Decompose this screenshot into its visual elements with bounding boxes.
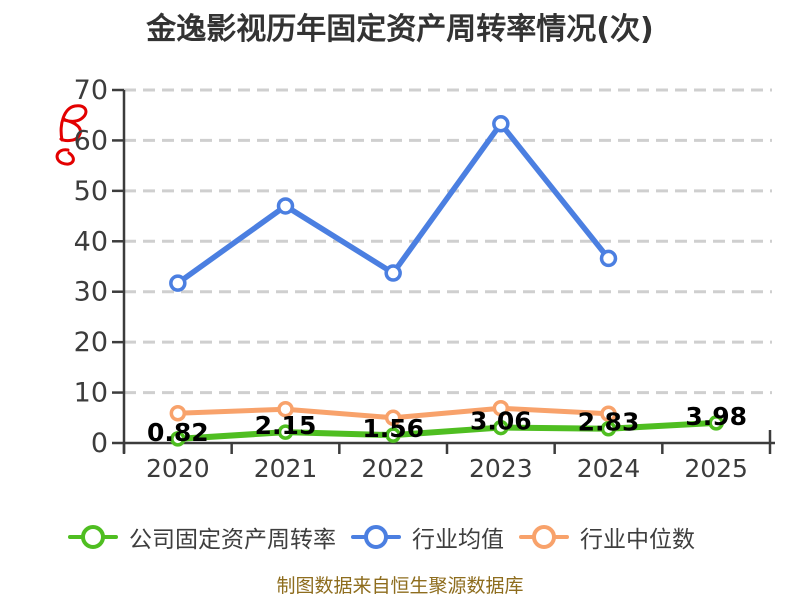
data-label: 3.98 xyxy=(685,402,747,431)
y-tick-label: 70 xyxy=(74,75,108,106)
legend-label-industry-median: 行业中位数 xyxy=(580,527,695,553)
legend: 公司固定资产周转率 行业均值 行业中位数 xyxy=(68,520,695,554)
data-point xyxy=(600,420,617,437)
x-tick-label: 2021 xyxy=(254,454,318,483)
data-point xyxy=(493,419,509,436)
data-source-note: 制图数据来自恒生聚源数据库 xyxy=(276,575,524,597)
data-point xyxy=(384,264,402,282)
data-point xyxy=(385,427,401,443)
data-point xyxy=(600,405,617,423)
legend-label-industry-average: 行业均值 xyxy=(412,527,504,553)
y-tick-label: 50 xyxy=(74,176,108,207)
chart-title: 金逸影视历年固定资产周转率情况(次) xyxy=(146,12,654,47)
legend-marker-green-icon xyxy=(68,524,118,550)
data-label: 2.83 xyxy=(578,408,640,437)
data-point xyxy=(276,197,295,215)
legend-marker-orange-icon xyxy=(519,524,569,550)
data-label: 1.56 xyxy=(362,414,424,443)
data-point xyxy=(492,399,510,417)
legend-item-industry-median[interactable]: 行业中位数 xyxy=(519,520,695,554)
series-line-1 xyxy=(175,121,612,286)
data-point xyxy=(170,431,186,447)
data-label: 0.82 xyxy=(147,418,209,447)
legend-item-company-turnover[interactable]: 公司固定资产周转率 xyxy=(68,520,336,554)
series-line-0 xyxy=(174,419,720,442)
data-point xyxy=(277,400,294,418)
y-tick-label: 30 xyxy=(74,277,108,308)
data-point xyxy=(277,424,294,440)
data-point xyxy=(599,249,618,268)
x-tick-label: 2024 xyxy=(577,454,641,483)
data-label: 3.06 xyxy=(470,407,532,436)
y-tick-label: 0 xyxy=(91,428,108,459)
red-watermark-icon xyxy=(55,104,88,166)
data-point xyxy=(169,274,187,292)
legend-item-industry-average[interactable]: 行业均值 xyxy=(351,520,504,554)
y-tick-label: 60 xyxy=(74,125,108,156)
data-label: 2.15 xyxy=(255,411,317,440)
x-tick-label: 2025 xyxy=(684,454,748,483)
legend-marker-blue-icon xyxy=(351,524,401,550)
data-point xyxy=(384,409,402,427)
data-point xyxy=(708,415,724,431)
x-tick-label: 2022 xyxy=(361,454,425,483)
x-tick-label: 2023 xyxy=(469,454,533,483)
data-point xyxy=(169,404,187,422)
legend-label-company-turnover: 公司固定资产周转率 xyxy=(129,527,336,553)
y-tick-label: 20 xyxy=(74,327,108,358)
x-tick-label: 2020 xyxy=(146,454,210,483)
data-point xyxy=(492,115,510,133)
y-tick-label: 40 xyxy=(74,226,108,257)
y-tick-label: 10 xyxy=(74,378,108,409)
